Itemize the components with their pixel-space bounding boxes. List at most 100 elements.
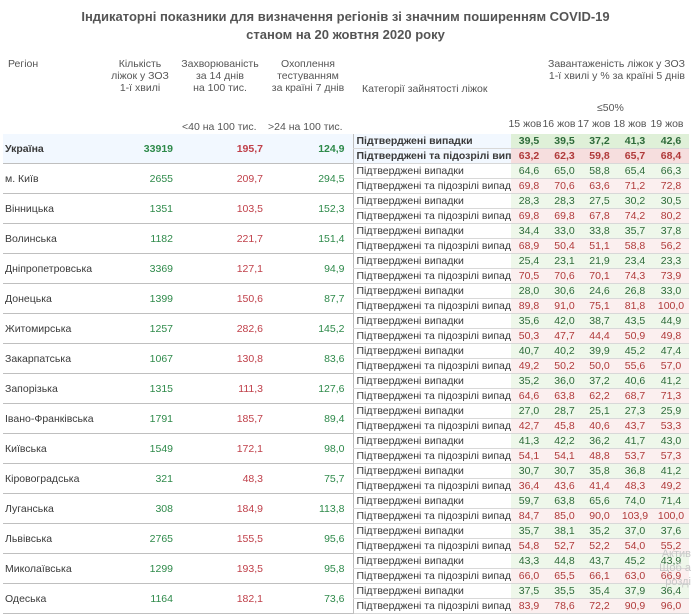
occupancy-value: 42,6 (653, 134, 689, 149)
occupancy-value: 41,3 (617, 134, 653, 149)
occupancy-value: 45,2 (617, 553, 653, 569)
occupancy-value: 70,6 (547, 178, 582, 194)
occupancy-value: 30,7 (547, 463, 582, 479)
occupancy-value: 53,3 (653, 418, 689, 434)
table-row: Житомирська 1257 282,6 145,2 Підтверджені ви… (3, 313, 689, 344)
category-label: Підтверджені та підозрілі випадки (352, 238, 511, 254)
testing-value: 83,6 (273, 343, 353, 374)
header-beds: Кількість ліжок у ЗОЗ 1-ї хвилі (100, 58, 180, 94)
incidence-value: 221,7 (183, 223, 273, 254)
occupancy-value: 66,3 (653, 163, 689, 179)
title-line-1: Індикаторні показники для визначення рег… (81, 9, 610, 24)
occupancy-value: 74,0 (617, 493, 653, 509)
occupancy-value: 37,9 (617, 583, 653, 599)
table-row: Закарпатська 1067 130,8 83,6 Підтверджені ви… (3, 343, 689, 374)
occupancy-value: 23,1 (547, 253, 582, 269)
occupancy-value: 40,6 (582, 418, 617, 434)
beds-count: 1549 (103, 433, 183, 464)
category-label: Підтверджені випадки (352, 553, 511, 569)
occupancy-value: 50,4 (547, 238, 582, 254)
table-row: Підтверджені та підозрілі випадки 68,9 50,… (3, 238, 689, 254)
category-label: Підтверджені випадки (352, 343, 511, 359)
testing-value: 294,5 (273, 163, 353, 194)
region-name: Київська (3, 433, 103, 464)
occupancy-value: 74,3 (617, 268, 653, 284)
occupancy-value: 39,9 (582, 343, 617, 359)
occupancy-value: 47,7 (547, 328, 582, 344)
category-label: Підтверджені випадки (352, 403, 511, 419)
occupancy-value: 81,8 (617, 298, 653, 314)
category-label: Підтверджені та підозрілі випадки (352, 148, 511, 164)
incidence-threshold: <40 на 100 тис. (182, 121, 257, 133)
occupancy-value: 43,7 (617, 418, 653, 434)
region-name: Дніпропетровська (3, 253, 103, 284)
occupancy-value: 64,6 (511, 388, 547, 404)
category-label: Підтверджені та підозрілі випадки (352, 478, 511, 494)
occupancy-value: 66,1 (582, 568, 617, 584)
region-name: Кіровоградська (3, 463, 103, 494)
occupancy-value: 37,5 (511, 583, 547, 599)
occupancy-value: 84,7 (511, 508, 547, 524)
occupancy-value: 41,4 (582, 478, 617, 494)
incidence-value: 150,6 (183, 283, 273, 314)
occupancy-value: 36,4 (653, 583, 689, 599)
region-name: Житомирська (3, 313, 103, 344)
occupancy-value: 83,9 (511, 598, 547, 614)
table-row: Луганська 308 184,9 113,8 Підтверджені випад… (3, 493, 689, 524)
occupancy-value: 27,0 (511, 403, 547, 419)
table-row: Підтверджені та підозрілі випадки 54,1 54,… (3, 448, 689, 464)
occupancy-value: 33,8 (582, 223, 617, 239)
category-label: Підтверджені випадки (352, 253, 511, 269)
category-label: Підтверджені випадки (352, 493, 511, 509)
occupancy-value: 62,2 (582, 388, 617, 404)
occupancy-value: 48,3 (617, 478, 653, 494)
occupancy-value: 50,9 (617, 328, 653, 344)
occupancy-value: 100,0 (653, 508, 689, 524)
occupancy-value: 62,3 (547, 148, 582, 164)
occupancy-value: 37,2 (582, 373, 617, 389)
testing-value: 95,6 (273, 523, 353, 554)
header-incidence: Захворюваність за 14 днів на 100 тис. (170, 58, 270, 94)
occupancy-value: 59,7 (511, 493, 547, 509)
incidence-value: 130,8 (183, 343, 273, 374)
incidence-value: 184,9 (183, 493, 273, 524)
occupancy-value: 45,2 (617, 343, 653, 359)
occupancy-value: 28,0 (511, 283, 547, 299)
beds-count: 308 (103, 493, 183, 524)
category-label: Підтверджені та підозрілі випадки (352, 418, 511, 434)
header-occupancy: Завантаженість ліжок у ЗОЗ 1-ї хвилі у %… (500, 58, 685, 82)
category-label: Підтверджені випадки (352, 523, 511, 539)
watermark-line: Актив (661, 548, 691, 560)
header-testing-line: за країні 7 днів (271, 82, 345, 94)
occupancy-value: 40,6 (617, 373, 653, 389)
testing-value: 95,8 (273, 553, 353, 584)
category-label: Підтверджені випадки (352, 463, 511, 479)
occupancy-value: 65,6 (582, 493, 617, 509)
occupancy-value: 90,0 (582, 508, 617, 524)
occupancy-value: 65,0 (547, 163, 582, 179)
occupancy-value: 41,2 (653, 373, 689, 389)
beds-count: 1399 (103, 283, 183, 314)
occupancy-value: 63,2 (511, 148, 547, 164)
incidence-value: 195,7 (183, 134, 273, 164)
day-header: 18 жов (613, 118, 647, 130)
incidence-value: 209,7 (183, 163, 273, 194)
incidence-value: 172,1 (183, 433, 273, 464)
table-row: Підтверджені та підозрілі випадки 69,8 69,… (3, 208, 689, 224)
category-label: Підтверджені та підозрілі випадки (352, 178, 511, 194)
table-row: Підтверджені та підозрілі випадки 54,8 52,… (3, 538, 689, 554)
category-label: Підтверджені випадки (352, 433, 511, 449)
occupancy-value: 50,2 (547, 358, 582, 374)
table-row: Донецька 1399 150,6 87,7 Підтверджені випадк… (3, 283, 689, 314)
occupancy-value: 52,7 (547, 538, 582, 554)
beds-count: 1351 (103, 193, 183, 224)
occupancy-value: 70,5 (511, 268, 547, 284)
occupancy-value: 39,5 (511, 134, 547, 149)
testing-value: 151,4 (273, 223, 353, 254)
testing-value: 127,6 (273, 373, 353, 404)
category-label: Підтверджені випадки (352, 313, 511, 329)
header-incidence-line: на 100 тис. (193, 82, 247, 94)
occupancy-value: 41,3 (511, 433, 547, 449)
beds-count: 33919 (103, 134, 183, 164)
beds-count: 1257 (103, 313, 183, 344)
